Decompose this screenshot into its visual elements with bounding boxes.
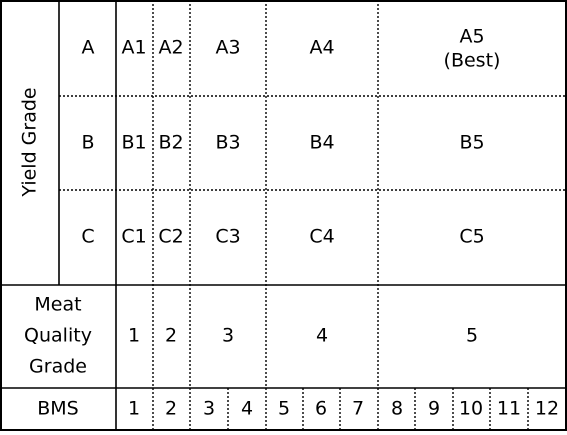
grade-note: (Best) [444,50,501,72]
meat-quality-value: 2 [165,325,177,347]
yield-grade-label: Yield Grade [19,87,41,197]
bms-value: 7 [352,398,364,420]
grade-cell: B1 [121,132,146,154]
grade-cell: C3 [215,226,240,248]
grade-cell: A5 [459,26,484,48]
grade-cell: B2 [158,132,183,154]
grade-cell: C1 [121,226,146,248]
yield-grade-letter: B [81,132,94,154]
meat-quality-value: 5 [466,325,478,347]
bms-value: 9 [428,398,440,420]
yield-grade-letter: C [81,226,94,248]
bms-label: BMS [37,398,79,420]
grade-cell: C4 [309,226,334,248]
bms-value: 6 [315,398,327,420]
grade-cell: C2 [158,226,183,248]
bms-value: 3 [203,398,215,420]
grade-cell: B4 [309,132,334,154]
bms-value: 10 [459,398,483,420]
meat-quality-value: 4 [316,325,328,347]
bms-value: 2 [165,398,177,420]
meat-quality-label: Meat [34,294,81,316]
bms-value: 1 [128,398,140,420]
bms-value: 8 [391,398,403,420]
bms-value: 4 [241,398,253,420]
grade-cell: A4 [309,37,334,59]
bms-value: 5 [278,398,290,420]
grade-cell: B5 [459,132,484,154]
grade-cell: A1 [121,37,146,59]
meat-quality-label: Grade [29,356,87,378]
meat-quality-label: Quality [24,325,92,347]
meat-quality-value: 1 [128,325,140,347]
grade-cell: A3 [215,37,240,59]
grade-cell: A2 [158,37,183,59]
meat-quality-value: 3 [222,325,234,347]
grade-cell: C5 [459,226,484,248]
yield-grade-letter: A [82,37,95,59]
bms-value: 12 [535,398,559,420]
grade-cell: B3 [215,132,240,154]
bms-value: 11 [497,398,521,420]
